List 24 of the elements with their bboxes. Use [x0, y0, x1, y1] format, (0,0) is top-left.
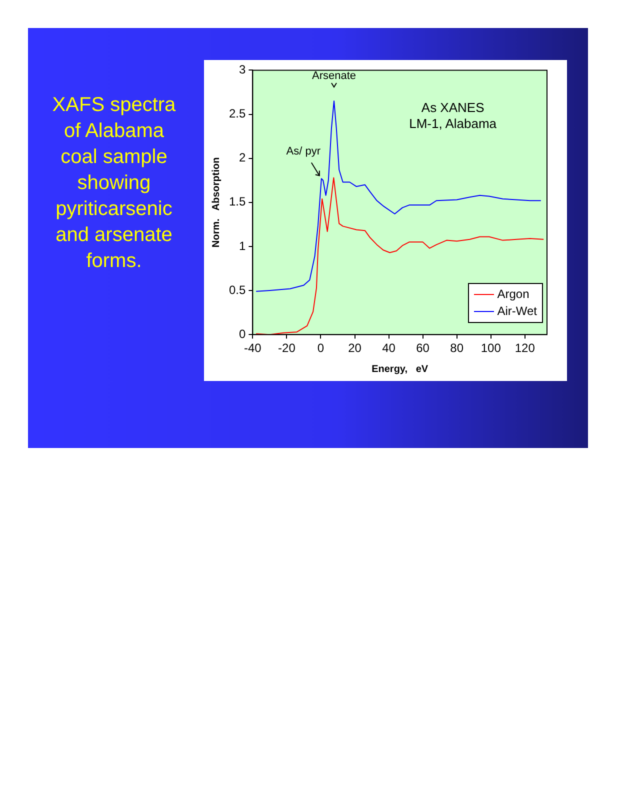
x-tick-label: 120 — [514, 341, 536, 356]
y-tick-label: 2.5 — [228, 106, 246, 121]
x-tick-label: -20 — [278, 341, 296, 356]
annotation: As/ pyr — [286, 146, 321, 158]
y-tick-label: 0.5 — [228, 282, 246, 297]
y-tick-label: 1.5 — [228, 194, 246, 209]
x-tick-label: 0 — [317, 341, 324, 356]
x-tick-label: 40 — [382, 341, 396, 356]
text: XAFS spectra of Alabama coal sample showing pyriticarsenic and arsenate forms. — [51, 93, 177, 274]
y-tick-label: 3 — [238, 62, 246, 77]
x-tick-label: -40 — [244, 341, 262, 356]
annotation: Arsenate — [312, 70, 356, 82]
y-tick-label: 2 — [238, 150, 246, 165]
x-axis-title: Energy, eV — [372, 364, 428, 375]
x-tick-label: 60 — [416, 341, 430, 356]
y-axis-title: Norm. Absorption — [210, 157, 222, 248]
legend-label: Air-Wet — [497, 303, 537, 320]
y-tick-label: 0 — [238, 326, 246, 341]
legend-label: Argon — [497, 286, 530, 303]
x-tick-label: 80 — [450, 341, 464, 356]
x-tick-label: 100 — [480, 341, 502, 356]
annotation: As XANES LM-1, Alabama — [409, 100, 498, 132]
y-tick-label: 1 — [238, 238, 246, 253]
x-tick-label: 20 — [348, 341, 362, 356]
